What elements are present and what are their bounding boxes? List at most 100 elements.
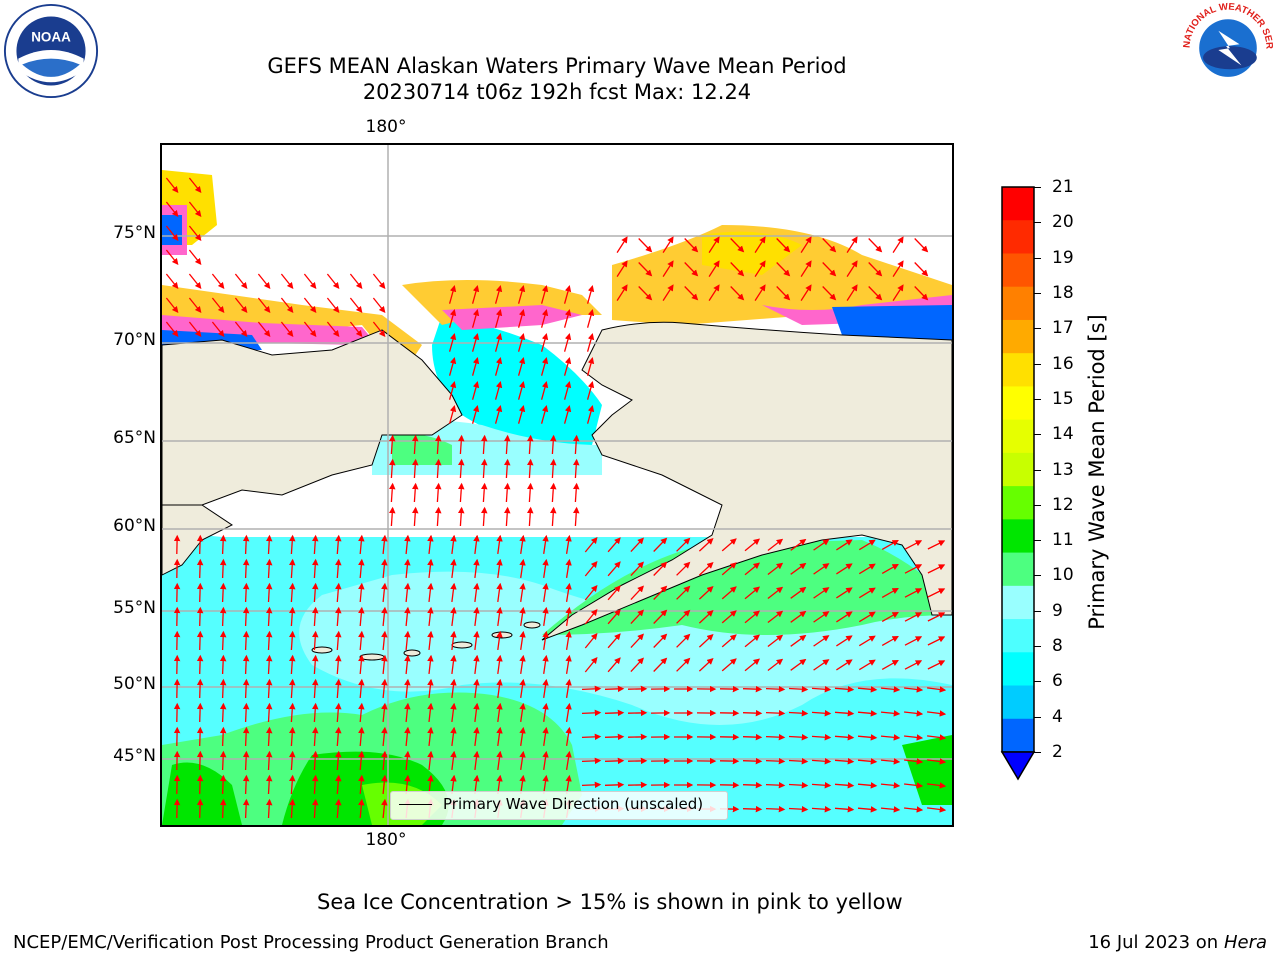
colorbar-segment bbox=[1002, 253, 1034, 288]
wave-direction-arrow bbox=[684, 238, 699, 253]
wave-direction-arrow bbox=[684, 262, 699, 277]
wave-direction-arrow bbox=[857, 782, 878, 789]
wave-direction-arrow bbox=[813, 587, 830, 599]
wave-direction-arrow bbox=[335, 606, 342, 627]
wave-direction-arrow bbox=[927, 588, 946, 598]
wave-direction-arrow bbox=[765, 733, 786, 741]
wave-direction-arrow bbox=[312, 774, 319, 795]
wave-direction-arrow bbox=[904, 782, 924, 789]
wave-direction-arrow bbox=[242, 630, 250, 651]
wave-direction-arrow bbox=[822, 238, 837, 253]
wave-direction-arrow bbox=[219, 678, 227, 699]
wave-direction-arrow bbox=[607, 537, 621, 553]
wave-direction-arrow bbox=[435, 482, 442, 503]
wave-direction-arrow bbox=[630, 585, 644, 601]
colorbar-tick bbox=[1034, 328, 1041, 330]
colorbar-label: Primary Wave Mean Period [s] bbox=[1085, 314, 1109, 630]
wave-direction-arrow bbox=[165, 249, 179, 266]
wave-direction-arrow bbox=[219, 606, 227, 627]
wave-direction-arrow bbox=[927, 564, 946, 574]
wave-direction-arrow bbox=[708, 260, 720, 277]
wave-direction-arrow bbox=[573, 506, 580, 527]
wave-direction-arrow bbox=[584, 632, 598, 649]
wave-direction-arrow bbox=[448, 309, 457, 328]
colorbar-tick bbox=[1034, 646, 1041, 648]
wave-direction-arrow bbox=[458, 458, 465, 479]
wave-direction-arrow bbox=[754, 260, 766, 277]
wave-direction-arrow bbox=[289, 678, 296, 699]
wave-direction-arrow bbox=[265, 606, 273, 627]
wave-direction-arrow bbox=[242, 582, 250, 603]
chart-title: GEFS MEAN Alaskan Waters Primary Wave Me… bbox=[267, 54, 847, 78]
wave-direction-arrow bbox=[742, 805, 763, 813]
wave-direction-arrow bbox=[427, 750, 434, 770]
wave-direction-arrow bbox=[813, 611, 830, 623]
colorbar-segment bbox=[1002, 552, 1034, 587]
wave-direction-arrow bbox=[788, 781, 809, 789]
wave-direction-arrow bbox=[389, 458, 396, 479]
wave-direction-arrow bbox=[904, 734, 924, 741]
wave-direction-arrow bbox=[349, 321, 363, 338]
wave-direction-arrow bbox=[721, 562, 737, 576]
wave-direction-arrow bbox=[165, 273, 179, 290]
colorbar-segment bbox=[1002, 386, 1034, 421]
wave-direction-arrow bbox=[427, 534, 434, 554]
wave-direction-arrow bbox=[744, 538, 761, 552]
lat-label-55: 55°N bbox=[113, 598, 156, 618]
wave-direction-arrow bbox=[289, 798, 296, 819]
wave-direction-arrow bbox=[372, 297, 386, 314]
colorbar-tick-label: 14 bbox=[1052, 424, 1074, 445]
wave-direction-arrow bbox=[427, 606, 434, 626]
wave-direction-arrow bbox=[563, 357, 572, 376]
wave-direction-arrow bbox=[927, 710, 947, 717]
wave-direction-arrow bbox=[581, 709, 602, 717]
colorbar-tick-label: 4 bbox=[1052, 706, 1063, 727]
wave-direction-arrow bbox=[584, 608, 598, 625]
wave-direction-arrow bbox=[880, 806, 901, 813]
wave-direction-arrow bbox=[471, 333, 480, 352]
wave-direction-arrow bbox=[721, 658, 737, 672]
colorbar-tick-label: 8 bbox=[1052, 636, 1063, 657]
wave-direction-arrow bbox=[196, 726, 204, 747]
wave-direction-arrow bbox=[767, 586, 784, 600]
wave-direction-arrow bbox=[257, 321, 271, 338]
wave-direction-arrow bbox=[881, 611, 899, 622]
wave-direction-arrow bbox=[581, 781, 602, 789]
wave-direction-arrow bbox=[473, 606, 480, 626]
wave-direction-arrow bbox=[800, 260, 812, 277]
wave-direction-arrow bbox=[542, 630, 549, 650]
wave-direction-arrow bbox=[519, 774, 526, 794]
wave-direction-arrow bbox=[542, 654, 549, 674]
wave-direction-arrow bbox=[450, 726, 457, 746]
wave-field-chukchi bbox=[432, 315, 602, 445]
wave-direction-arrow bbox=[473, 726, 480, 746]
colorbar-tick bbox=[1034, 187, 1041, 188]
wave-direction-arrow bbox=[427, 582, 434, 602]
wave-direction-arrow bbox=[813, 539, 830, 551]
colorbar-segment bbox=[1002, 353, 1034, 387]
wave-direction-arrow bbox=[765, 757, 786, 765]
wave-direction-arrow bbox=[836, 635, 853, 647]
colorbar-tick-label: 12 bbox=[1052, 494, 1074, 515]
wave-direction-arrow bbox=[880, 782, 901, 789]
wave-direction-arrow bbox=[698, 538, 714, 552]
wave-direction-arrow bbox=[358, 702, 365, 723]
wave-direction-arrow bbox=[836, 659, 853, 671]
wave-direction-arrow bbox=[412, 506, 419, 527]
map-panel[interactable]: Primary Wave Direction (unscaled) bbox=[160, 143, 954, 827]
colorbar-tick-label: 15 bbox=[1052, 388, 1074, 409]
wave-direction-arrow bbox=[211, 297, 225, 314]
wave-direction-arrow bbox=[653, 537, 668, 552]
wave-direction-arrow bbox=[494, 357, 503, 376]
wave-direction-arrow bbox=[265, 654, 273, 675]
wave-direction-arrow bbox=[904, 686, 924, 693]
wave-direction-arrow bbox=[858, 539, 876, 551]
wave-direction-arrow bbox=[857, 710, 878, 717]
nws-logo: NATIONAL WEATHER SERVICE bbox=[1178, 2, 1275, 93]
wave-direction-arrow bbox=[389, 482, 396, 503]
wave-direction-arrow bbox=[811, 806, 832, 813]
wave-direction-arrow bbox=[914, 286, 929, 301]
wave-direction-arrow bbox=[881, 587, 899, 598]
wave-direction-arrow bbox=[519, 654, 526, 674]
lat-label-75: 75°N bbox=[113, 223, 156, 243]
